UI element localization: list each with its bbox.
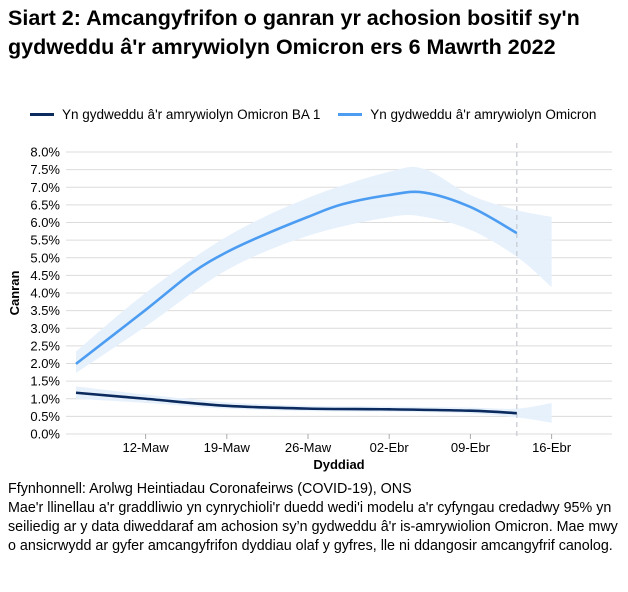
y-axis-label: Canran [7, 271, 22, 316]
y-tick-label: 3.0% [30, 321, 60, 336]
x-axis-label: Dyddiad [313, 457, 364, 472]
y-tick-label: 6.5% [30, 197, 60, 212]
legend-item-omicron: Yn gydweddu â'r amrywiolyn Omicron [338, 107, 596, 122]
chart-title: Siart 2: Amcangyfrifon o ganran yr achos… [8, 6, 580, 59]
source-note: Ffynhonnell: Arolwg Heintiadau Coronafei… [8, 481, 412, 497]
x-tick-label: 09-Ebr [451, 440, 491, 455]
legend-swatch [338, 113, 363, 116]
footnotes: Ffynhonnell: Arolwg Heintiadau Coronafei… [8, 480, 620, 556]
method-note: Mae'r llinellau a'r graddliwio yn cynryc… [8, 500, 618, 554]
legend-item-ba1: Yn gydweddu â'r amrywiolyn Omicron BA 1 [30, 107, 320, 122]
y-tick-label: 0.0% [30, 427, 60, 442]
x-tick-label: 26-Maw [285, 440, 332, 455]
y-tick-label: 5.5% [30, 233, 60, 248]
y-tick-label: 3.5% [30, 303, 60, 318]
x-tick-label: 12-Maw [122, 440, 169, 455]
y-tick-label: 4.5% [30, 268, 60, 283]
legend-label: Yn gydweddu â'r amrywiolyn Omicron BA 1 [62, 107, 321, 122]
y-tick-label: 2.0% [30, 356, 60, 371]
y-tick-label: 5.0% [30, 250, 60, 265]
series-line-0 [75, 391, 517, 415]
series-line-1 [75, 190, 518, 365]
y-tick-label: 8.0% [30, 145, 60, 160]
y-tick-label: 0.5% [30, 409, 60, 424]
legend-swatch [30, 113, 54, 116]
x-tick-label: 16-Ebr [532, 440, 572, 455]
chart-plot: 0.0% 0.5% 1.0% 1.5% 2.0% 2.5% 3.0% 3.5% 4.0% 4.5%… [7, 143, 612, 472]
y-tick-label: 2.5% [30, 338, 60, 353]
x-tick-label: 02-Ebr [370, 440, 410, 455]
confidence-band-0 [76, 386, 552, 423]
legend: Yn gydweddu â'r amrywiolyn Omicron BA 1 … [30, 104, 610, 122]
y-tick-label: 7.5% [30, 162, 60, 177]
y-tick-label: 4.0% [30, 286, 60, 301]
legend-label: Yn gydweddu â'r amrywiolyn Omicron [370, 107, 597, 122]
y-tick-label: 1.5% [30, 374, 60, 389]
y-tick-label: 7.0% [30, 180, 60, 195]
y-tick-label: 1.0% [30, 391, 60, 406]
y-tick-label: 6.0% [30, 215, 60, 230]
x-tick-label: 19-Maw [204, 440, 251, 455]
confidence-band-1 [76, 166, 552, 374]
